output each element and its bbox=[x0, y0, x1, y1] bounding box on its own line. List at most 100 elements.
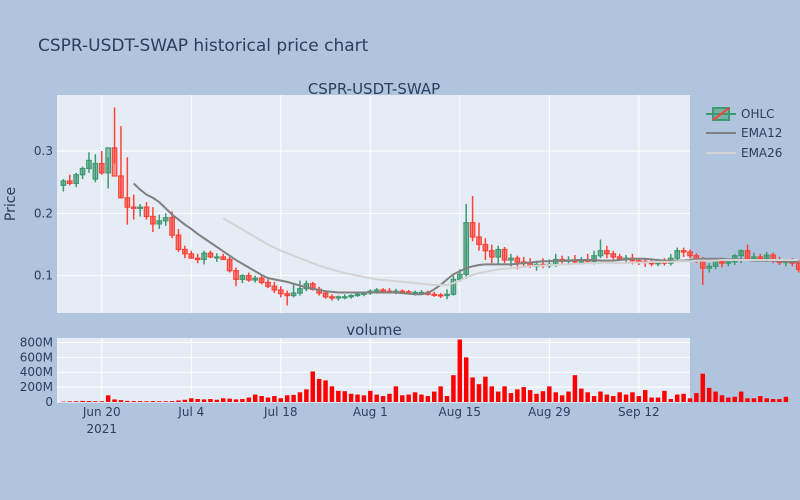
volume-bar bbox=[99, 401, 104, 402]
x-tick-label: Jun 20 bbox=[82, 405, 121, 419]
volume-bar bbox=[374, 394, 379, 402]
volume-bar bbox=[489, 386, 495, 402]
candle-body bbox=[105, 147, 111, 174]
volume-bar bbox=[393, 386, 399, 402]
ema12-line bbox=[133, 182, 799, 296]
volume-bar bbox=[534, 393, 539, 402]
volume-bar bbox=[310, 371, 315, 402]
candle-body bbox=[674, 250, 681, 259]
volume-bar bbox=[540, 391, 546, 402]
volume-bar bbox=[323, 380, 328, 402]
volume-bar bbox=[764, 398, 769, 402]
candle-body bbox=[469, 222, 476, 238]
candle-body bbox=[150, 215, 156, 225]
candle-body bbox=[245, 275, 252, 281]
volume-bar bbox=[643, 390, 648, 402]
volume-bar bbox=[783, 396, 789, 402]
volume-bar bbox=[732, 396, 737, 402]
volume-bar bbox=[112, 399, 117, 402]
volume-panel-title: volume bbox=[346, 321, 402, 339]
volume-bar bbox=[297, 392, 303, 402]
volume-bar bbox=[425, 396, 431, 402]
x-tick-label: Aug 1 bbox=[353, 405, 388, 419]
volume-bar bbox=[521, 387, 526, 402]
candle-body bbox=[636, 260, 642, 263]
price-y-tick-label: 0.1 bbox=[34, 269, 53, 283]
candle-body bbox=[456, 273, 463, 280]
candle-body bbox=[687, 251, 693, 257]
legend-item-ohlc[interactable]: OHLC bbox=[706, 107, 775, 121]
volume-bar bbox=[674, 394, 680, 402]
candle-body bbox=[265, 281, 271, 287]
volume-bar bbox=[623, 394, 629, 402]
volume-bar bbox=[195, 399, 200, 402]
candle-body bbox=[482, 243, 489, 252]
volume-y-tick-label: 0 bbox=[45, 395, 53, 409]
candle-body bbox=[514, 257, 521, 263]
candle-body bbox=[86, 159, 92, 170]
legend-item-ema12[interactable]: EMA12 bbox=[706, 126, 782, 140]
candle-body bbox=[757, 256, 764, 260]
candle-body bbox=[322, 292, 329, 298]
ema26-line bbox=[222, 217, 799, 286]
volume-bar bbox=[457, 339, 463, 402]
volume-bar bbox=[214, 399, 220, 402]
candle-body bbox=[738, 250, 744, 257]
volume-bar bbox=[585, 392, 590, 402]
candle-body bbox=[226, 258, 233, 272]
candle-body bbox=[60, 180, 67, 186]
candle-body bbox=[137, 206, 143, 209]
candle-body bbox=[725, 261, 732, 264]
legend[interactable]: OHLC EMA12 EMA26 bbox=[706, 107, 782, 160]
volume-bar bbox=[93, 401, 98, 402]
volume-bar bbox=[553, 392, 558, 402]
candle-body bbox=[297, 288, 303, 294]
candle-body bbox=[169, 217, 175, 236]
volume-y-tick-label: 800M bbox=[20, 335, 53, 349]
candle-body bbox=[476, 236, 482, 246]
candle-body bbox=[194, 257, 201, 261]
volume-bar bbox=[259, 396, 264, 402]
candle-body bbox=[680, 250, 687, 253]
candle-body bbox=[284, 293, 291, 297]
candle-body bbox=[207, 252, 214, 258]
volume-bar bbox=[515, 389, 520, 402]
volume-bar bbox=[131, 401, 136, 402]
volume-bar bbox=[745, 398, 750, 402]
candle-body bbox=[201, 252, 207, 261]
volume-bar bbox=[221, 398, 226, 402]
candle-body bbox=[341, 296, 348, 299]
candle-body bbox=[92, 162, 99, 180]
candle-body bbox=[175, 234, 182, 251]
volume-bar bbox=[412, 392, 418, 402]
volume-bar bbox=[476, 384, 482, 402]
volume-bar bbox=[662, 390, 667, 402]
volume-bar bbox=[176, 400, 181, 402]
volume-bar bbox=[246, 397, 252, 402]
volume-bar bbox=[368, 390, 373, 402]
volume-bar bbox=[406, 394, 411, 402]
volume-bar-series bbox=[61, 339, 789, 402]
volume-bar bbox=[284, 395, 290, 402]
volume-bar bbox=[681, 393, 686, 402]
volume-bar bbox=[706, 387, 712, 402]
volume-bar bbox=[387, 393, 392, 402]
legend-item-ema26[interactable]: EMA26 bbox=[706, 146, 782, 160]
candle-body bbox=[431, 293, 438, 296]
candle-body bbox=[795, 262, 800, 270]
volume-gridlines bbox=[57, 338, 690, 403]
legend-label-ema12: EMA12 bbox=[741, 126, 782, 140]
volume-bar bbox=[86, 401, 92, 402]
candle-body bbox=[450, 278, 457, 295]
legend-label-ohlc: OHLC bbox=[741, 107, 775, 121]
volume-y-tick-label: 200M bbox=[20, 380, 53, 394]
price-plot-area bbox=[57, 95, 690, 313]
candle-body bbox=[182, 248, 188, 255]
candle-body bbox=[604, 250, 610, 255]
candle-body bbox=[98, 162, 105, 174]
candle-body bbox=[239, 275, 246, 280]
volume-bar bbox=[700, 373, 706, 402]
candle-body bbox=[495, 248, 502, 258]
candle-body bbox=[118, 175, 124, 199]
x-tick-year-label: 2021 bbox=[86, 422, 117, 436]
